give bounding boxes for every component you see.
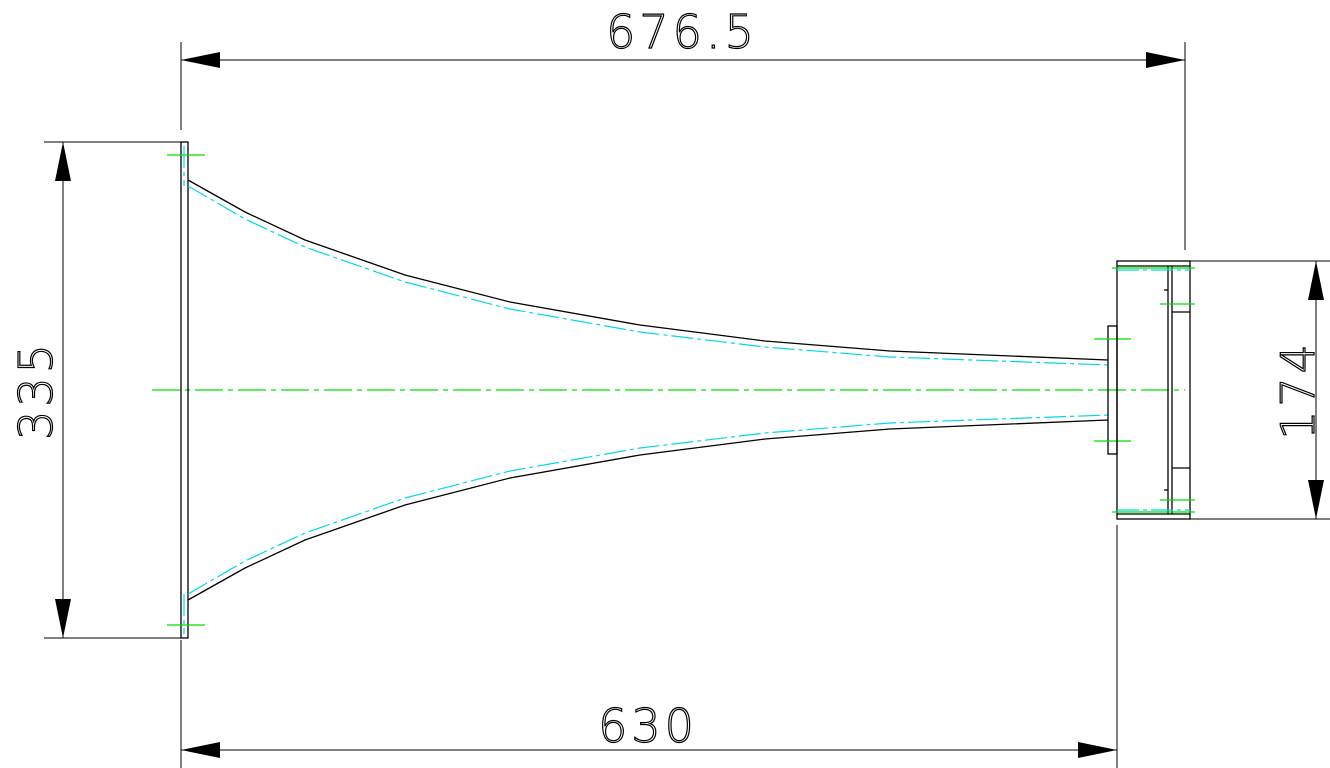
overall-length-dimension: 676.5	[180, 4, 1186, 250]
horn-length-label: 630	[598, 699, 698, 753]
arrow-down-icon	[55, 599, 71, 638]
mouth-flange	[167, 141, 205, 639]
driver-flange	[1112, 260, 1195, 520]
horn-inner-upper	[187, 185, 1109, 366]
mouth-height-label: 335	[9, 340, 63, 440]
arrow-up-icon	[1308, 261, 1324, 300]
arrow-left-icon	[181, 742, 220, 758]
mouth-height-dimension: 335	[8, 141, 181, 639]
horn-upper-wall	[187, 179, 1109, 361]
flange-height-dimension: 174	[1190, 260, 1330, 520]
arrow-right-icon	[1078, 742, 1117, 758]
arrow-left-icon	[181, 52, 220, 68]
arrow-up-icon	[55, 142, 71, 181]
arrow-right-icon	[1146, 52, 1185, 68]
driver-flange-body	[1116, 260, 1191, 520]
horn-lower-wall	[187, 419, 1109, 601]
flange-height-label: 174	[1271, 340, 1325, 440]
overall-length-label: 676.5	[606, 5, 758, 59]
arrow-down-icon	[1308, 480, 1324, 519]
horn-length-dimension: 630	[180, 525, 1118, 768]
mouth-flange-plate	[180, 141, 189, 639]
horn-inner-profile	[187, 185, 1109, 595]
horn-inner-lower	[187, 414, 1109, 595]
horn-outer-profile	[187, 179, 1109, 601]
